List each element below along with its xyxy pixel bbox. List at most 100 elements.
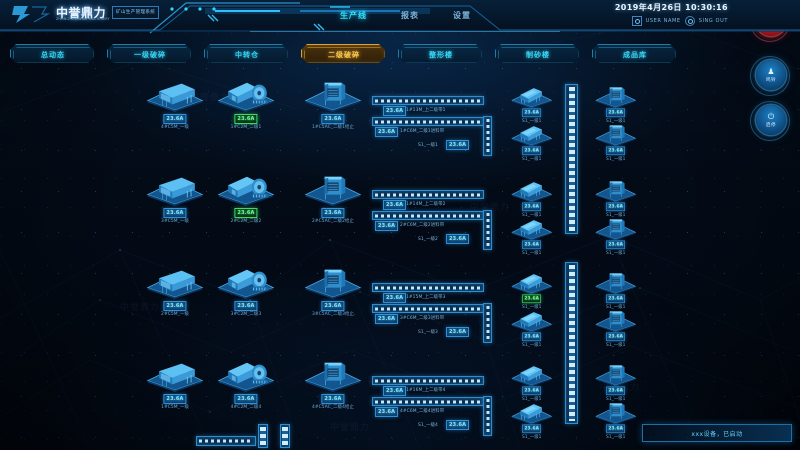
current-badge: 23.6A [606,202,626,212]
vertical-conveyor[interactable] [483,116,492,156]
equipment-node[interactable]: 23.6A S1_一级1 [592,400,640,440]
conveyor-belt[interactable] [372,211,484,220]
equipment-node[interactable]: 23.6A S1_一级1 [508,84,556,124]
equipment-platform [213,78,279,112]
tab-sand-making-tower[interactable]: 制砂楼 [495,44,579,63]
tab-secondary-crushing[interactable]: 二级破碎 [301,44,385,63]
nav-item-settings[interactable]: 设置 [453,10,471,20]
equipment-node[interactable]: 23.6A S1_一级1 [508,270,556,310]
equipment-node[interactable]: 23.6A S1_一级1 [592,178,640,218]
tab-primary-crushing[interactable]: 一级破碎 [107,44,191,63]
equipment-node[interactable]: 23.6A S1_一级1 [508,400,556,440]
conveyor-belt[interactable] [196,436,256,446]
bell-ring [750,56,790,96]
equipment-platform [213,358,279,392]
equipment-node[interactable]: 23.6A S1_一级1 [592,216,640,256]
stage-tabs: 总动态 一级破碎 中转仓 二级破碎 整形楼 制砂楼 成品库 [10,44,678,65]
equipment-node[interactable]: 23.6A 1#C2M_二级1 [213,78,279,130]
equipment-label: S1_一级1 [606,156,626,162]
equipment-label: S1_一级1 [606,212,626,218]
vertical-conveyor[interactable] [483,396,492,436]
equipment-node[interactable]: 23.6A 2#C5AC_二级2给止 [300,172,366,224]
equipment-label: S1_一级1 [522,118,542,124]
current-badge: 23.6A [234,301,258,311]
equipment-platform [508,216,556,241]
equipment-node[interactable]: 23.6A 3#C5AC_二级3给止 [300,265,366,317]
equipment-platform [142,265,208,299]
status-bar[interactable]: xxx设备，已启动 [642,424,792,442]
equipment-node[interactable]: 23.6A S1_一级1 [592,122,640,162]
equipment-platform [508,308,556,333]
equipment-platform [592,400,640,425]
tab-shaping-tower[interactable]: 整形楼 [398,44,482,63]
current-badge: 23.6A [446,234,470,244]
current-badge: 23.6A [606,386,626,396]
equipment-platform [592,362,640,387]
equipment-label: 4#C5AC_二级4给止 [311,405,355,410]
tab-product-warehouse[interactable]: 成品库 [592,44,676,63]
current-badge: 23.6A [606,332,626,342]
equipment-node[interactable]: 23.6A S1_一级1 [508,178,556,218]
vertical-conveyor[interactable] [565,84,578,234]
equipment-node[interactable]: 23.6A S1_一级1 [508,122,556,162]
vertical-conveyor[interactable] [280,424,290,448]
current-badge: 23.6A [375,221,399,231]
current-badge: 23.6A [522,202,542,212]
power-ring [750,101,790,141]
equipment-node[interactable]: 23.6A S1_一级1 [508,216,556,256]
equipment-node[interactable]: 23.6A 2#C2M_二级2 [213,172,279,224]
equipment-node[interactable]: 23.6A S1_一级1 [592,308,640,348]
equipment-node[interactable]: 23.6A 3#C2M_二级3 [213,265,279,317]
equipment-platform [592,122,640,147]
conveyor-belt[interactable] [372,190,484,199]
equipment-node[interactable]: 23.6A S1_一级1 [592,84,640,124]
vertical-conveyor[interactable] [565,262,578,424]
conveyor-belt[interactable] [372,96,484,105]
conveyor-belt[interactable] [372,304,484,313]
logo-title: 中誉鼎力 [56,6,107,20]
current-badge: 23.6A [606,146,626,156]
equipment-label: S1_一级1 [522,304,542,310]
vertical-conveyor[interactable] [483,303,492,343]
equipment-node[interactable]: 23.6A 1#C5AC_二级1给止 [300,78,366,130]
conveyor-belt[interactable] [372,283,484,292]
conveyor-belt[interactable] [372,117,484,126]
vertical-conveyor[interactable] [483,210,492,250]
nav-item-production-line[interactable]: 生产线 [340,10,367,20]
current-badge: 23.6A [375,127,399,137]
equipment-label: S1_一级1 [522,434,542,440]
equipment-node[interactable]: 23.6A 1#C5M_一级 [142,358,208,410]
equipment-node[interactable]: 23.6A S1_一级1 [592,362,640,402]
tab-total-dynamic[interactable]: 总动态 [10,44,94,63]
current-badge: 23.6A [522,146,542,156]
bell-button[interactable]: ♟ 鸣铃 [756,60,786,90]
equipment-platform [213,172,279,206]
equipment-node[interactable]: 23.6A S1_一级1 [592,270,640,310]
equipment-node[interactable]: 23.6A 4#C5M_一级 [142,78,208,130]
current-badge: 23.6A [446,420,470,430]
equipment-node[interactable]: 23.6A 4#C5AC_二级4给止 [300,358,366,410]
main-nav: 生产线 报表 设置 [340,0,471,30]
current-badge: 23.6A [522,332,542,342]
signout-icon[interactable] [684,16,695,26]
sign-out-button[interactable]: SING OUT [698,18,728,24]
datetime-display: 2019年4月26日 10:30:16 [614,3,728,12]
current-badge: 23.6A [375,314,399,324]
equipment-node[interactable]: 23.6A 2#C5M_一级 [142,265,208,317]
equipment-node[interactable]: 23.6A 3#C5M_一级 [142,172,208,224]
equipment-label: 1#C5M_一级 [161,405,189,410]
equipment-platform [508,84,556,109]
nav-item-reports[interactable]: 报表 [401,10,419,20]
tab-transfer-silo[interactable]: 中转仓 [204,44,288,63]
bell-icon: ♟ [767,66,775,76]
power-button[interactable]: ⏻ 启停 [756,105,786,135]
conveyor-belt[interactable] [372,376,484,385]
equipment-label: S1_一级1 [606,118,626,124]
equipment-node[interactable]: 23.6A S1_一级1 [508,362,556,402]
header-decoration [0,2,800,34]
equipment-platform [300,358,366,392]
vertical-conveyor[interactable] [258,424,268,448]
conveyor-belt[interactable] [372,397,484,406]
equipment-node[interactable]: 23.6A 4#C2M_二级4 [213,358,279,410]
equipment-node[interactable]: 23.6A S1_一级1 [508,308,556,348]
